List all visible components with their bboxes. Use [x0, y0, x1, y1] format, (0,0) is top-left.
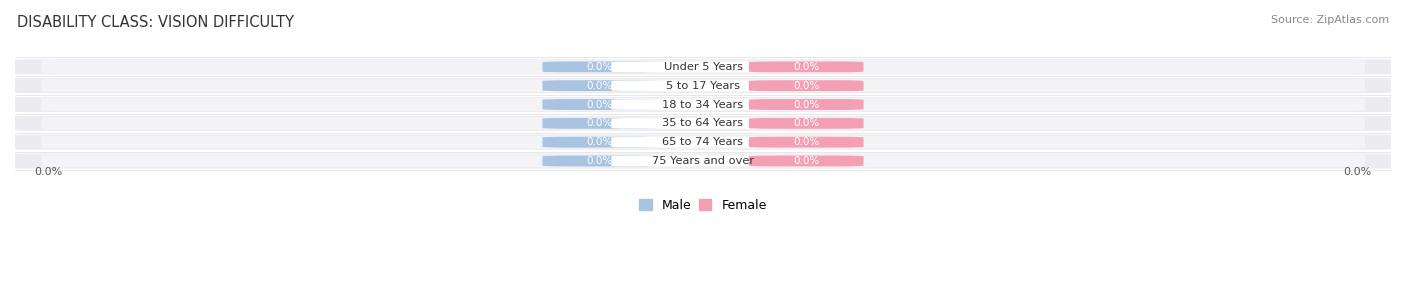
- FancyBboxPatch shape: [8, 59, 1398, 74]
- FancyBboxPatch shape: [749, 118, 863, 129]
- Text: 0.0%: 0.0%: [793, 62, 820, 72]
- Text: 0.0%: 0.0%: [586, 99, 613, 109]
- Text: 0.0%: 0.0%: [586, 81, 613, 91]
- Text: 0.0%: 0.0%: [793, 99, 820, 109]
- FancyBboxPatch shape: [543, 118, 657, 129]
- Text: 0.0%: 0.0%: [586, 62, 613, 72]
- Text: 18 to 34 Years: 18 to 34 Years: [662, 99, 744, 109]
- FancyBboxPatch shape: [543, 156, 657, 167]
- FancyBboxPatch shape: [612, 81, 794, 91]
- Legend: Male, Female: Male, Female: [634, 194, 772, 217]
- Text: 0.0%: 0.0%: [586, 118, 613, 128]
- Text: 0.0%: 0.0%: [793, 137, 820, 147]
- FancyBboxPatch shape: [543, 61, 657, 72]
- Text: Source: ZipAtlas.com: Source: ZipAtlas.com: [1271, 15, 1389, 25]
- Text: 65 to 74 Years: 65 to 74 Years: [662, 137, 744, 147]
- FancyBboxPatch shape: [41, 98, 1365, 111]
- FancyBboxPatch shape: [41, 155, 1365, 167]
- Text: Under 5 Years: Under 5 Years: [664, 62, 742, 72]
- FancyBboxPatch shape: [749, 80, 863, 91]
- FancyBboxPatch shape: [8, 153, 1398, 168]
- FancyBboxPatch shape: [612, 62, 794, 72]
- FancyBboxPatch shape: [749, 61, 863, 72]
- Text: 75 Years and over: 75 Years and over: [652, 156, 754, 166]
- FancyBboxPatch shape: [543, 137, 657, 148]
- FancyBboxPatch shape: [41, 117, 1365, 130]
- Text: 0.0%: 0.0%: [1343, 167, 1371, 177]
- FancyBboxPatch shape: [749, 99, 863, 110]
- FancyBboxPatch shape: [612, 137, 794, 147]
- Text: 0.0%: 0.0%: [793, 81, 820, 91]
- Text: 0.0%: 0.0%: [35, 167, 63, 177]
- FancyBboxPatch shape: [612, 99, 794, 110]
- FancyBboxPatch shape: [41, 79, 1365, 92]
- FancyBboxPatch shape: [8, 78, 1398, 93]
- Text: 5 to 17 Years: 5 to 17 Years: [666, 81, 740, 91]
- FancyBboxPatch shape: [543, 80, 657, 91]
- Text: 0.0%: 0.0%: [793, 156, 820, 166]
- Text: 0.0%: 0.0%: [586, 156, 613, 166]
- FancyBboxPatch shape: [41, 60, 1365, 73]
- FancyBboxPatch shape: [612, 118, 794, 129]
- FancyBboxPatch shape: [543, 99, 657, 110]
- FancyBboxPatch shape: [8, 116, 1398, 131]
- Text: 0.0%: 0.0%: [793, 118, 820, 128]
- FancyBboxPatch shape: [749, 137, 863, 148]
- Text: 0.0%: 0.0%: [586, 137, 613, 147]
- Text: 35 to 64 Years: 35 to 64 Years: [662, 118, 744, 128]
- FancyBboxPatch shape: [41, 136, 1365, 149]
- FancyBboxPatch shape: [8, 135, 1398, 150]
- FancyBboxPatch shape: [8, 97, 1398, 112]
- Text: DISABILITY CLASS: VISION DIFFICULTY: DISABILITY CLASS: VISION DIFFICULTY: [17, 15, 294, 30]
- FancyBboxPatch shape: [612, 156, 794, 166]
- FancyBboxPatch shape: [749, 156, 863, 167]
